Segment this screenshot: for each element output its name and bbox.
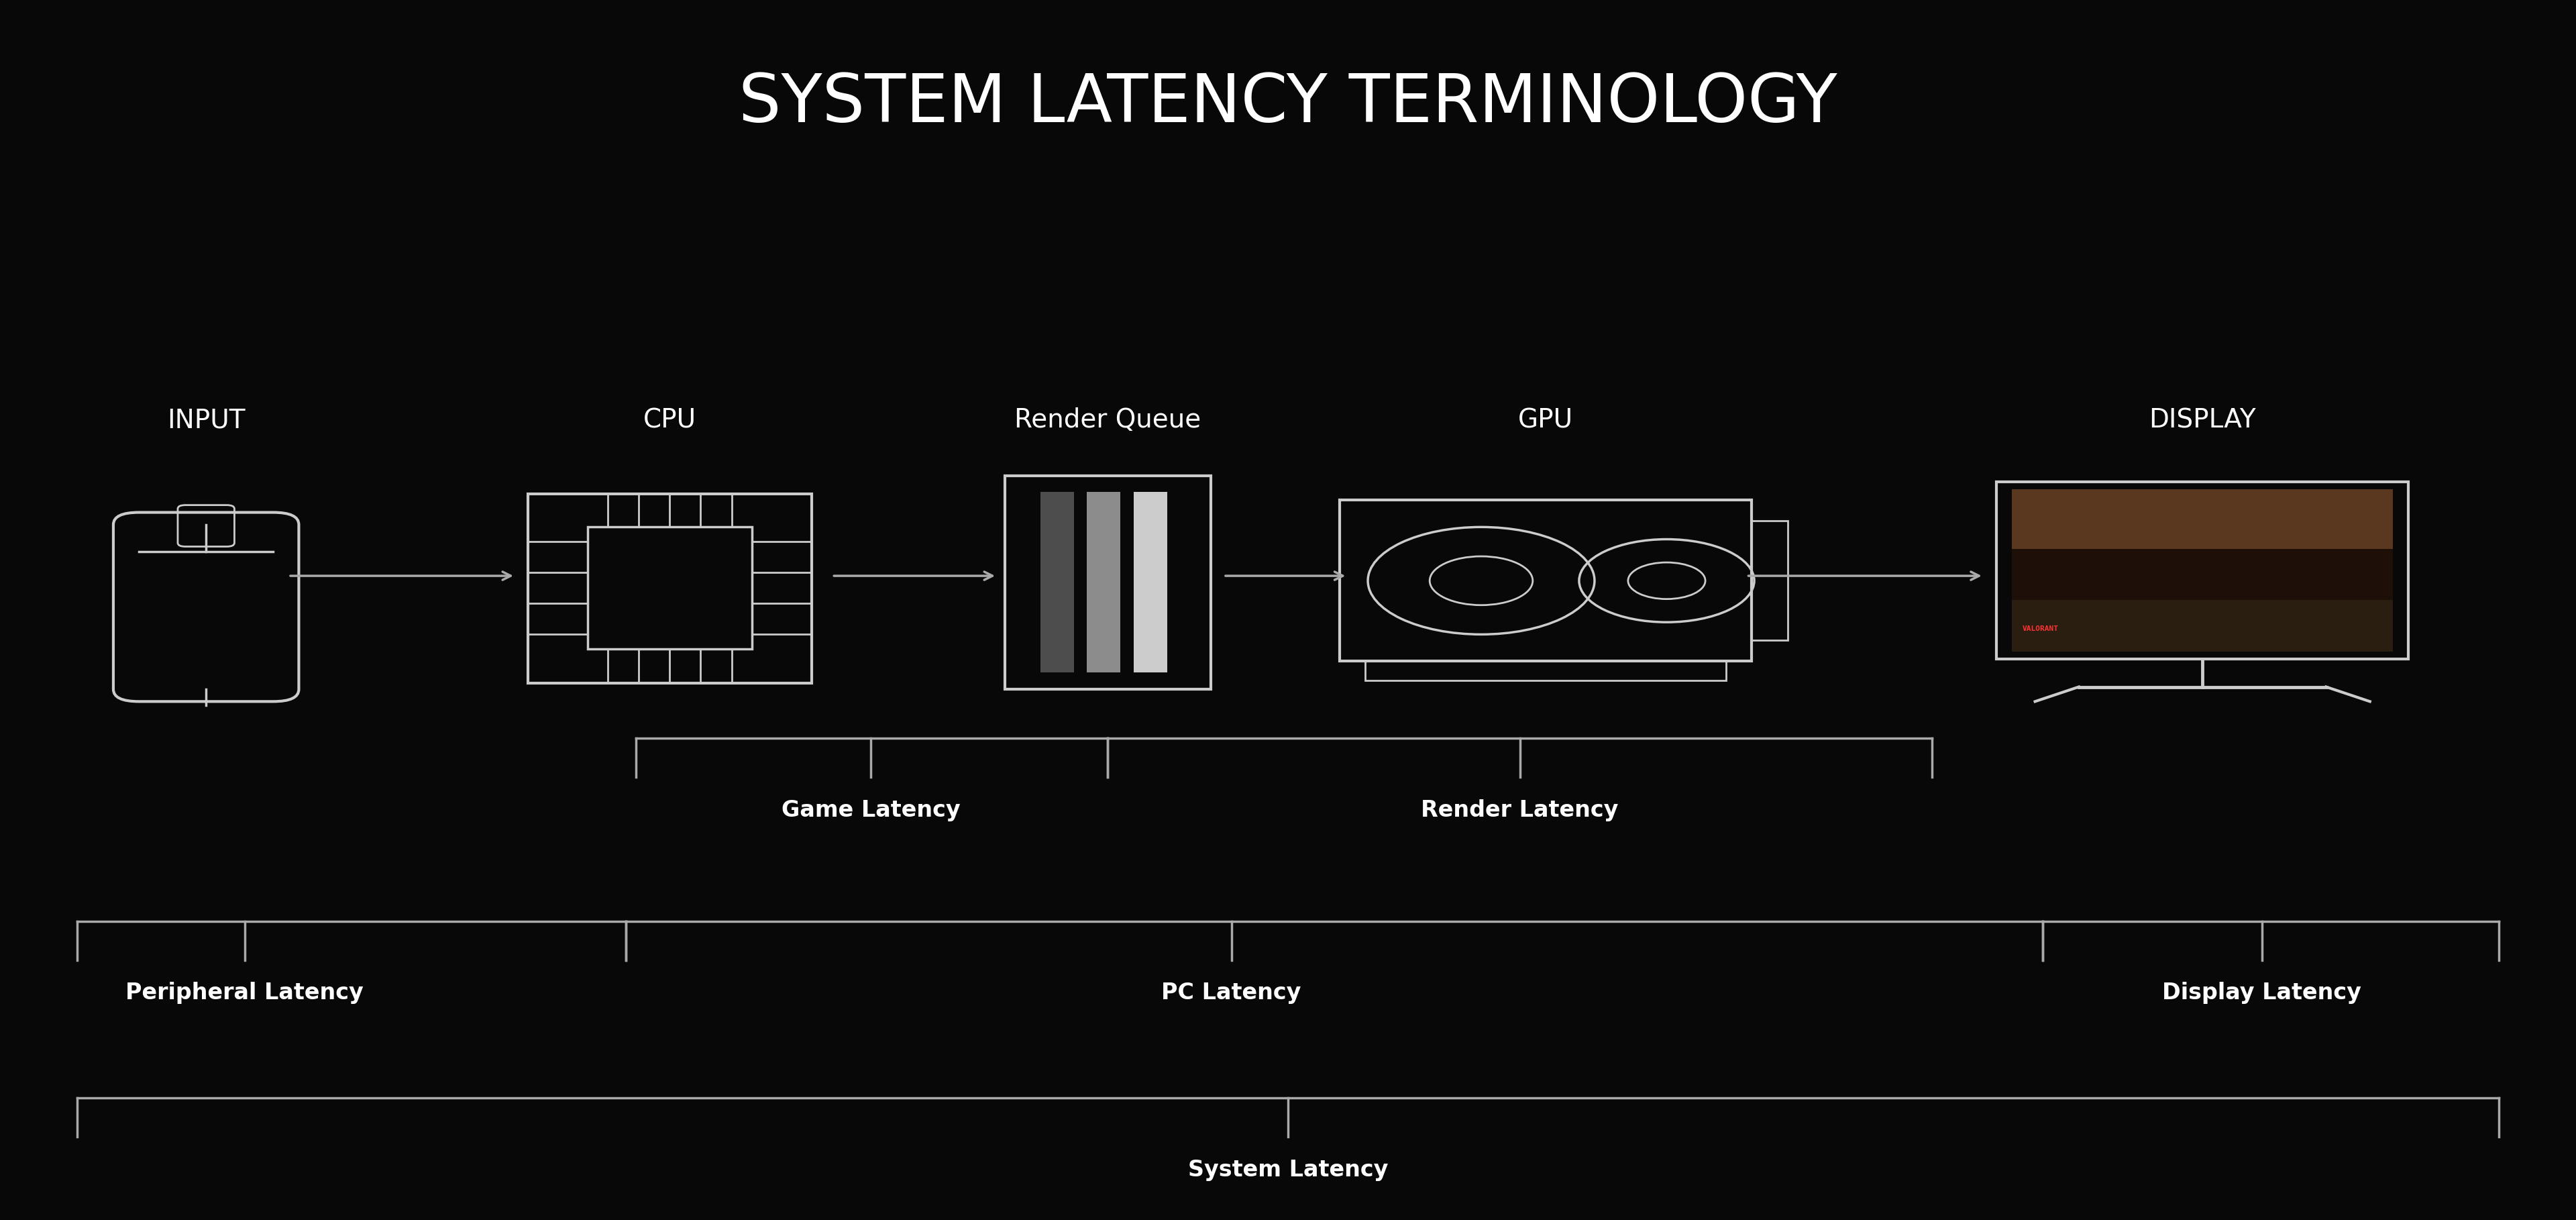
Text: INPUT: INPUT	[167, 407, 245, 433]
Bar	[1041, 492, 1074, 672]
Text: Render Queue: Render Queue	[1015, 407, 1200, 433]
Text: PC Latency: PC Latency	[1162, 982, 1301, 1004]
Text: System Latency: System Latency	[1188, 1159, 1388, 1181]
Bar	[2012, 600, 2393, 651]
Text: SYSTEM LATENCY TERMINOLOGY: SYSTEM LATENCY TERMINOLOGY	[739, 71, 1837, 137]
Bar	[1996, 482, 2409, 659]
Bar	[528, 494, 811, 683]
Text: Render Latency: Render Latency	[1422, 799, 1618, 821]
Bar	[1365, 661, 1726, 681]
Bar	[587, 527, 752, 649]
Bar	[2012, 489, 2393, 651]
Bar	[1340, 500, 1752, 661]
Text: Game Latency: Game Latency	[781, 799, 961, 821]
Text: VALORANT: VALORANT	[2022, 625, 2058, 632]
Bar	[1005, 476, 1211, 689]
Bar	[1133, 492, 1167, 672]
Text: Display Latency: Display Latency	[2161, 982, 2362, 1004]
Text: GPU: GPU	[1517, 407, 1574, 433]
Text: CPU: CPU	[644, 407, 696, 433]
Bar	[2012, 489, 2393, 549]
Bar	[1752, 521, 1788, 640]
Text: DISPLAY: DISPLAY	[2148, 407, 2257, 433]
Bar	[1087, 492, 1121, 672]
Text: Peripheral Latency: Peripheral Latency	[126, 982, 363, 1004]
